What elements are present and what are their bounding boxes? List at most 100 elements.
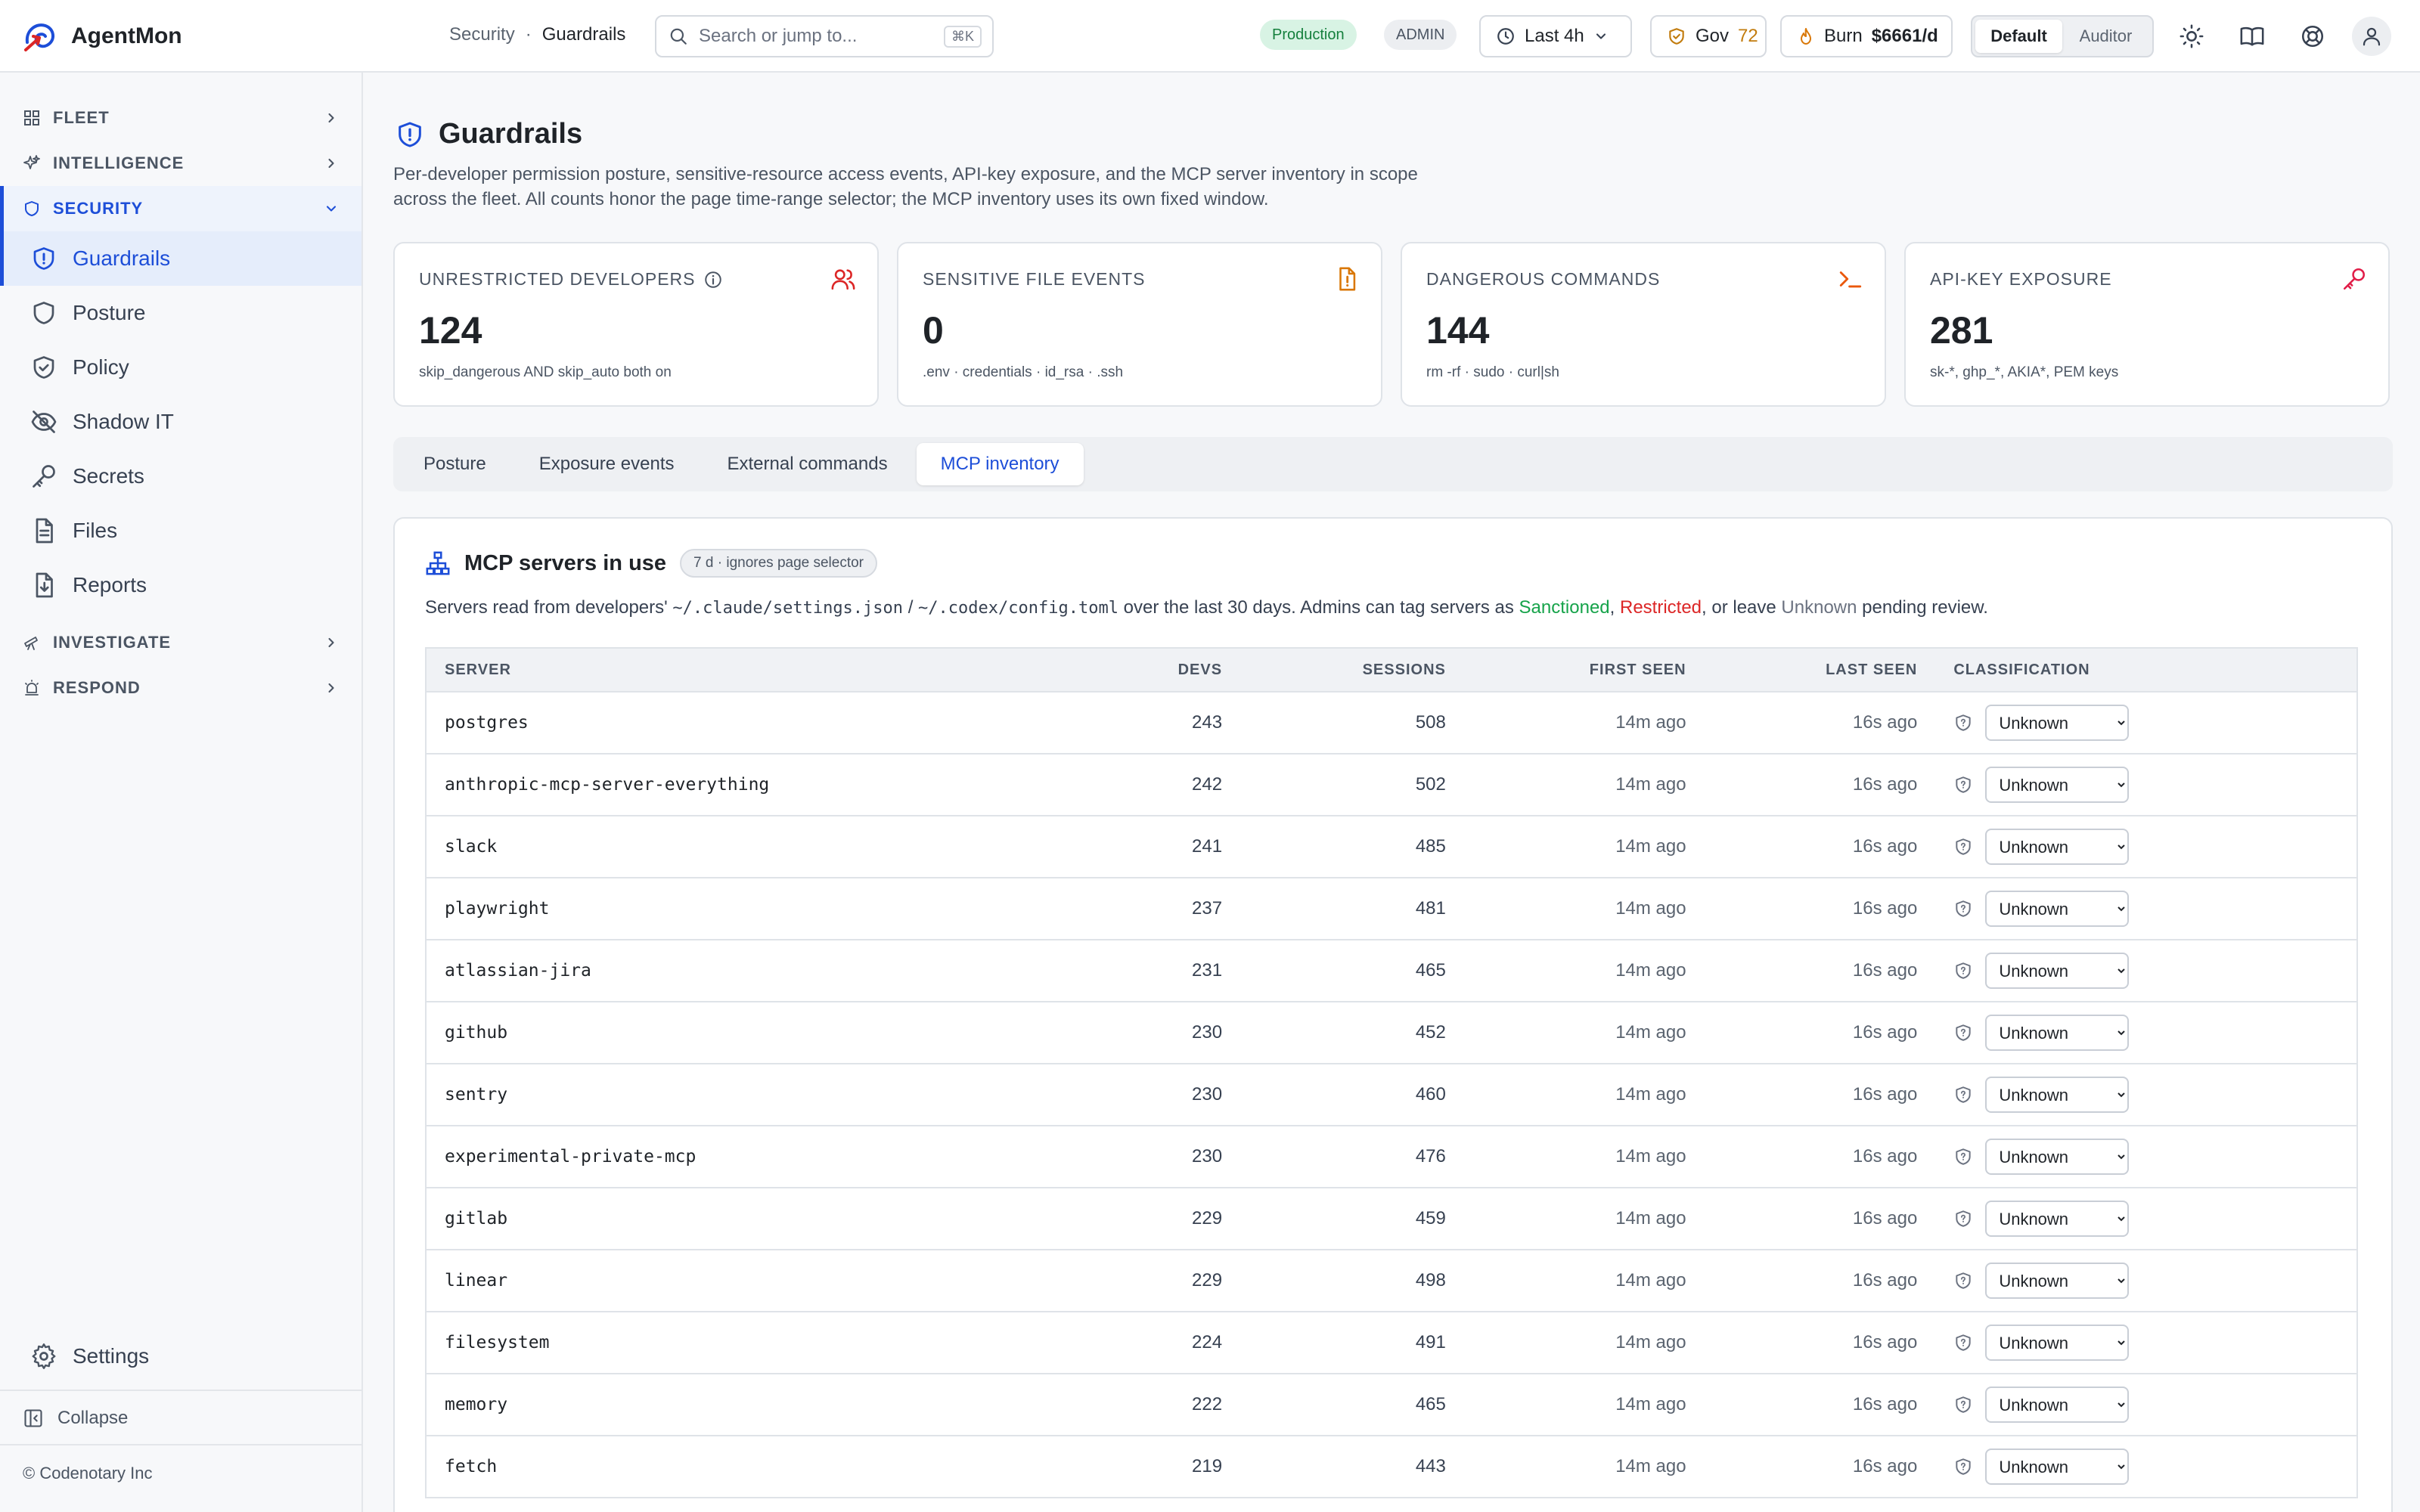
sidebar-item-label: Policy [73, 355, 129, 379]
classification-select[interactable]: UnknownSanctionedRestricted [1985, 1077, 2130, 1113]
breadcrumb-separator: · [525, 24, 532, 45]
shield-icon [23, 200, 41, 218]
docs-button[interactable] [2235, 20, 2269, 53]
search-box[interactable]: ⌘K [655, 15, 994, 57]
server-cell: gitlab [426, 1188, 1106, 1250]
agentmon-logo-icon [23, 20, 60, 53]
card-dangerous-commands[interactable]: DANGEROUS COMMANDS 144 rm -rf · sudo · c… [1401, 242, 1886, 407]
sidebar-group-security[interactable]: SECURITY [0, 186, 361, 231]
classification-select[interactable]: UnknownSanctionedRestricted [1985, 1325, 2130, 1361]
first-seen-cell: 14m ago [1463, 1436, 1705, 1498]
sidebar-item-secrets[interactable]: Secrets [0, 449, 361, 503]
classification-select[interactable]: UnknownSanctionedRestricted [1985, 953, 2130, 989]
time-range-select[interactable]: Last 4h [1479, 15, 1632, 57]
classification-select[interactable]: UnknownSanctionedRestricted [1985, 1448, 2130, 1485]
classification-select[interactable]: UnknownSanctionedRestricted [1985, 891, 2130, 927]
classification-select[interactable]: UnknownSanctionedRestricted [1985, 1201, 2130, 1237]
devs-cell: 222 [1106, 1374, 1241, 1436]
first-seen-cell: 14m ago [1463, 692, 1705, 754]
classification-select[interactable]: UnknownSanctionedRestricted [1985, 767, 2130, 803]
help-button[interactable] [2296, 20, 2329, 53]
last-seen-cell: 16s ago [1704, 1064, 1936, 1126]
column-header-sessions[interactable]: SESSIONS [1240, 648, 1464, 692]
sidebar-item-guardrails[interactable]: Guardrails [0, 231, 361, 286]
burn-rate-button[interactable]: Burn $6661/d [1780, 15, 1953, 57]
sidebar-item-posture[interactable]: Posture [0, 286, 361, 340]
table-row[interactable]: atlassian-jira 231 465 14m ago 16s ago Unknow… [426, 940, 2357, 1002]
chevron-down-icon [1593, 29, 1609, 44]
table-row[interactable]: anthropic-mcp-server-everything 242 502 14m… [426, 754, 2357, 816]
top-header: AgentMon Security · Guardrails ⌘K Produc… [0, 0, 2420, 73]
user-avatar-button[interactable] [2352, 17, 2391, 56]
restricted-label: Restricted [1619, 597, 1702, 618]
sidebar-item-files[interactable]: Files [0, 503, 361, 558]
sidebar-group-respond[interactable]: RESPOND [0, 665, 361, 711]
classification-control: UnknownSanctionedRestricted [1953, 1015, 2338, 1051]
classification-select[interactable]: UnknownSanctionedRestricted [1985, 1387, 2130, 1423]
info-icon[interactable] [703, 270, 723, 290]
sessions-cell: 491 [1240, 1312, 1464, 1374]
last-seen-cell: 16s ago [1704, 1312, 1936, 1374]
view-mode-auditor[interactable]: Auditor [2079, 26, 2133, 45]
clock-icon [1496, 26, 1516, 46]
shield-question-icon [1953, 899, 1973, 919]
devs-cell: 230 [1106, 1002, 1241, 1064]
sidebar-group-intelligence[interactable]: INTELLIGENCE [0, 141, 361, 186]
app-logo[interactable]: AgentMon [23, 20, 182, 53]
sidebar-item-reports[interactable]: Reports [0, 558, 361, 612]
classification-select[interactable]: UnknownSanctionedRestricted [1985, 1263, 2130, 1299]
search-input[interactable] [699, 26, 933, 47]
flame-icon [1797, 26, 1815, 46]
copyright: © Codenotary Inc [23, 1464, 153, 1483]
shield-question-icon [1953, 1333, 1973, 1352]
sidebar-item-shadow-it[interactable]: Shadow IT [0, 395, 361, 449]
classification-select[interactable]: UnknownSanctionedRestricted [1985, 829, 2130, 865]
view-mode-default[interactable]: Default [1975, 20, 2062, 53]
tab-posture[interactable]: Posture [424, 454, 486, 474]
classification-cell: UnknownSanctionedRestricted [1935, 754, 2357, 816]
key-icon [30, 463, 57, 490]
column-header-server[interactable]: SERVER [426, 648, 1106, 692]
classification-select[interactable]: UnknownSanctionedRestricted [1985, 1015, 2130, 1051]
governance-score-button[interactable]: Gov 72 [1650, 15, 1767, 57]
users-icon [830, 266, 856, 292]
sidebar-group-fleet[interactable]: FLEET [0, 95, 361, 141]
tab-external-commands[interactable]: External commands [727, 454, 888, 474]
collapse-sidebar-button[interactable]: Collapse [23, 1408, 128, 1429]
sidebar-group-investigate[interactable]: INVESTIGATE [0, 620, 361, 665]
column-header-classification[interactable]: CLASSIFICATION [1935, 648, 2357, 692]
card-sensitive-file-events[interactable]: SENSITIVE FILE EVENTS 0 .env · credentia… [897, 242, 1382, 407]
grid-icon [23, 109, 41, 127]
classification-select[interactable]: UnknownSanctionedRestricted [1985, 1139, 2130, 1175]
card-label: UNRESTRICTED DEVELOPERS [419, 269, 723, 290]
classification-select[interactable]: UnknownSanctionedRestricted [1985, 705, 2130, 741]
tab-mcp-inventory[interactable]: MCP inventory [916, 443, 1084, 485]
last-seen-cell: 16s ago [1704, 1002, 1936, 1064]
breadcrumb-security[interactable]: Security [449, 24, 515, 45]
sidebar-item-settings[interactable]: Settings [0, 1329, 361, 1383]
theme-toggle-button[interactable] [2175, 20, 2208, 53]
card-unrestricted-developers[interactable]: UNRESTRICTED DEVELOPERS 124 skip_dangero… [393, 242, 879, 407]
tab-exposure-events[interactable]: Exposure events [538, 454, 675, 474]
card-api-key-exposure[interactable]: API-KEY EXPOSURE 281 sk-*, ghp_*, AKIA*,… [1904, 242, 2390, 407]
column-header-devs[interactable]: DEVS [1106, 648, 1241, 692]
column-header-first-seen[interactable]: FIRST SEEN [1463, 648, 1705, 692]
panel-description: Servers read from developers' ~/.claude/… [425, 597, 1988, 618]
table-row[interactable]: experimental-private-mcp 230 476 14m ago 16s… [426, 1126, 2357, 1188]
shield-alert-icon [30, 245, 57, 272]
classification-control: UnknownSanctionedRestricted [1953, 705, 2338, 741]
sidebar-item-policy[interactable]: Policy [0, 340, 361, 395]
column-header-last-seen[interactable]: LAST SEEN [1704, 648, 1936, 692]
network-icon [425, 550, 451, 576]
devs-cell: 237 [1106, 878, 1241, 940]
